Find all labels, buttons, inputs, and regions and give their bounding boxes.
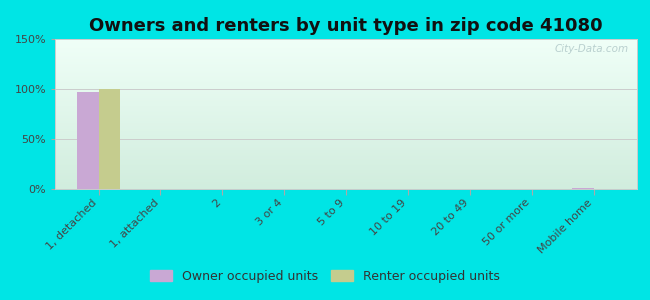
Legend: Owner occupied units, Renter occupied units: Owner occupied units, Renter occupied un… (145, 265, 505, 288)
Title: Owners and renters by unit type in zip code 41080: Owners and renters by unit type in zip c… (89, 17, 603, 35)
Text: City-Data.com: City-Data.com (554, 44, 629, 53)
Bar (572, 188, 593, 189)
Bar (99, 89, 120, 189)
Bar (77, 92, 99, 189)
